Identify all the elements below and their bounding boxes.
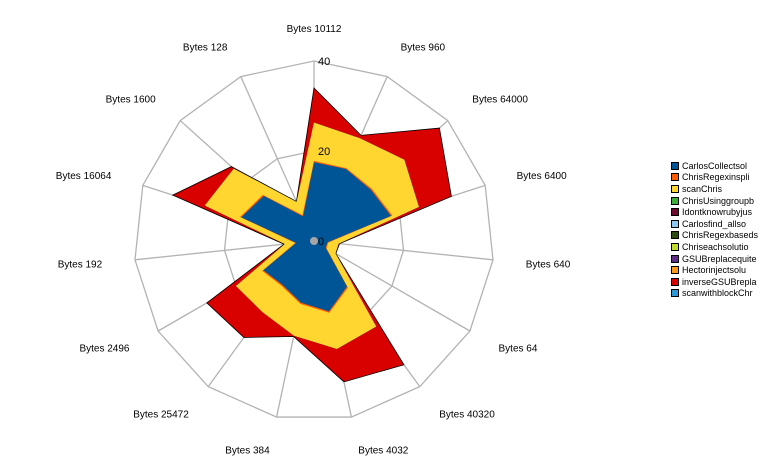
series-areas	[171, 87, 452, 383]
legend-item: Hectorinjectsolu	[671, 264, 770, 276]
legend-swatch	[671, 173, 679, 182]
category-label: Bytes 40320	[439, 409, 495, 420]
center-marker	[310, 237, 318, 245]
legend-item: GSUBreplacequite	[671, 253, 770, 265]
category-label: Bytes 640	[526, 259, 571, 270]
tick-label: 20	[318, 146, 330, 158]
legend-item: Chriseachsolutio	[671, 241, 770, 253]
legend-label: Idontknowrubyjus	[682, 207, 753, 218]
legend-swatch	[671, 161, 679, 170]
series-area-carloscollectsol	[241, 162, 392, 312]
category-label: Bytes 128	[183, 42, 228, 53]
radial-ticks: 0 20 40	[318, 56, 330, 248]
tick-label: 40	[318, 56, 330, 68]
legend-swatch	[671, 184, 679, 193]
legend-item: ChrisRegexinspli	[671, 172, 770, 184]
category-label: Bytes 64000	[472, 95, 528, 106]
legend-item: ChrisUsinggroupb	[671, 195, 770, 207]
legend-swatch	[671, 231, 679, 240]
grid-ring	[134, 60, 494, 418]
legend-label: Hectorinjectsolu	[682, 265, 747, 276]
category-label: Bytes 10112	[287, 24, 342, 35]
legend-label: ChrisUsinggroupb	[682, 195, 755, 206]
category-label: Bytes 960	[401, 42, 446, 53]
legend-item: scanwithblockChr	[671, 288, 770, 300]
grid-spoke	[313, 240, 494, 261]
tick-label: 0	[318, 236, 324, 248]
legend-label: ChrisRegexbaseds	[682, 230, 759, 241]
legend-item: inverseGSUBrepla	[671, 276, 770, 288]
legend-swatch	[671, 242, 679, 251]
category-label: Bytes 16064	[56, 171, 112, 182]
legend-item: ChrisRegexbaseds	[671, 230, 770, 242]
legend-swatch	[671, 196, 679, 205]
category-label: Bytes 192	[58, 259, 103, 270]
legend-item: CarlosCollectsol	[671, 160, 770, 172]
category-label: Bytes 6400	[517, 171, 567, 182]
legend-item: Carlosfind_allso	[671, 218, 770, 230]
grid-spoke	[313, 240, 471, 332]
legend-swatch	[671, 208, 679, 217]
legend-label: ChrisRegexinspli	[682, 172, 750, 183]
legend-swatch	[671, 289, 679, 298]
category-label: Bytes 4032	[358, 445, 408, 456]
legend-swatch	[671, 219, 679, 228]
legend-item: Idontknowrubyjus	[671, 206, 770, 218]
legend: CarlosCollectsol ChrisRegexinspli scanChri…	[671, 160, 770, 299]
category-label: Bytes 64	[499, 344, 538, 355]
legend-label: scanwithblockChr	[682, 288, 753, 299]
legend-swatch	[671, 266, 679, 275]
legend-label: scanChris	[682, 183, 723, 194]
category-label: Bytes 1600	[106, 95, 156, 106]
legend-label: GSUBreplacequite	[682, 253, 757, 264]
legend-label: CarlosCollectsol	[682, 160, 748, 171]
legend-label: inverseGSUBrepla	[682, 276, 757, 287]
legend-label: Carlosfind_allso	[682, 218, 747, 229]
category-label: Bytes 2496	[79, 344, 129, 355]
category-label: Bytes 384	[225, 445, 270, 456]
legend-swatch	[671, 254, 679, 263]
legend-item: scanChris	[671, 183, 770, 195]
legend-label: Chriseachsolutio	[682, 241, 749, 252]
legend-swatch	[671, 277, 679, 286]
category-label: Bytes 25472	[133, 409, 189, 420]
